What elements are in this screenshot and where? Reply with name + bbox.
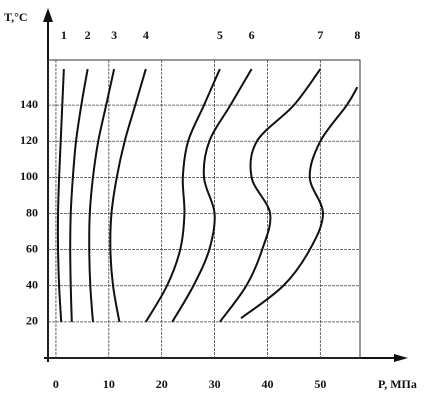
curve-label: 8 — [354, 28, 360, 42]
x-axis-title: P, МПа — [378, 377, 417, 391]
x-tick-label: 30 — [209, 377, 221, 391]
x-tick-label: 40 — [261, 377, 273, 391]
curve — [109, 68, 147, 323]
curve — [171, 68, 253, 323]
curve — [219, 68, 322, 323]
y-tick-label: 140 — [20, 97, 38, 111]
x-tick-label: 0 — [53, 377, 59, 391]
x-tick-label: 10 — [103, 377, 115, 391]
curve — [240, 86, 359, 320]
curve — [69, 68, 89, 322]
curve — [56, 68, 65, 322]
y-tick-label: 60 — [26, 241, 38, 255]
y-tick-label: 20 — [26, 314, 38, 328]
y-axis-title: T,°C — [4, 10, 28, 24]
plot-frame — [47, 59, 361, 359]
y-tick-label: 120 — [20, 133, 38, 147]
curve-label: 6 — [249, 28, 255, 42]
y-tick-label: 40 — [26, 278, 38, 292]
curve-label: 5 — [217, 28, 223, 42]
y-arrow — [43, 8, 53, 22]
curve-label: 3 — [111, 28, 117, 42]
x-tick-label: 50 — [314, 377, 326, 391]
curve-label: 2 — [85, 28, 91, 42]
curve — [88, 68, 116, 322]
curve-label: 7 — [317, 28, 323, 42]
y-tick-label: 80 — [26, 205, 38, 219]
curve-label: 4 — [143, 28, 149, 42]
curve-label: 1 — [61, 28, 67, 42]
x-arrow — [394, 354, 408, 362]
y-tick-label: 100 — [20, 169, 38, 183]
curve — [144, 68, 221, 323]
x-tick-label: 20 — [156, 377, 168, 391]
